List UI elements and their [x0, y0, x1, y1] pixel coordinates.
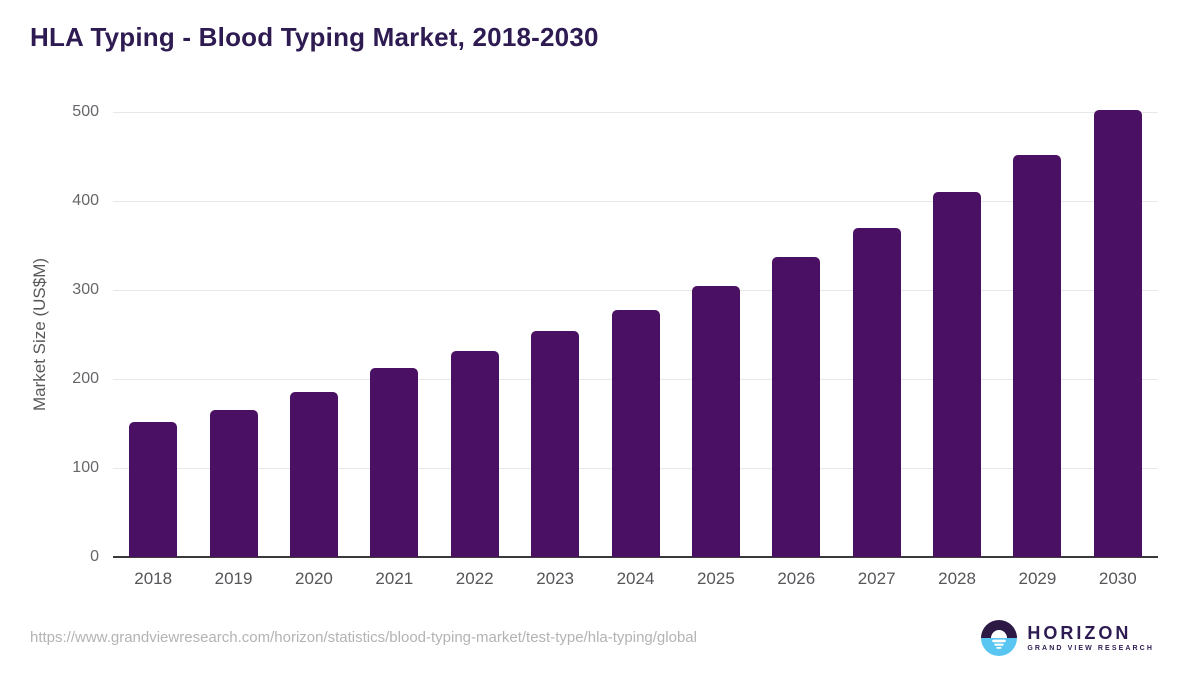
y-tick-label-100: 100 — [72, 459, 99, 476]
bar-2021 — [370, 368, 419, 557]
x-tick-label-2023: 2023 — [536, 569, 575, 588]
horizon-logo-name: HORIZON — [1027, 623, 1132, 644]
bar-2030 — [1093, 110, 1142, 557]
y-tick-label-500: 500 — [72, 103, 99, 120]
horizon-sun-icon — [981, 620, 1018, 656]
bar-2024 — [611, 309, 660, 557]
y-axis-title: Market Size (US$M) — [30, 257, 49, 412]
x-tick-label-2029: 2029 — [1018, 569, 1057, 588]
bar-2022 — [450, 351, 499, 557]
x-tick-label-2021: 2021 — [375, 569, 414, 588]
x-tick-label-2028: 2028 — [938, 569, 976, 588]
x-tick-label-2022: 2022 — [455, 569, 494, 588]
y-tick-label-200: 200 — [72, 370, 99, 387]
x-tick-label-2027: 2027 — [857, 569, 896, 588]
bar-2020 — [289, 392, 338, 557]
horizon-logo-subtitle: GRAND VIEW RESEARCH — [1027, 644, 1154, 652]
bar-2025 — [691, 285, 740, 557]
bar-2027 — [852, 227, 901, 557]
bar-2018 — [129, 421, 178, 557]
gridline-400 — [113, 201, 1158, 202]
bar-2019 — [209, 410, 258, 557]
x-tick-label-2020: 2020 — [295, 569, 333, 588]
y-tick-label-0: 0 — [90, 548, 99, 565]
bar-2028 — [933, 192, 982, 557]
x-tick-label-2019: 2019 — [214, 569, 253, 588]
x-tick-label-2025: 2025 — [696, 569, 735, 588]
x-tick-label-2018: 2018 — [134, 569, 173, 588]
y-tick-label-300: 300 — [72, 281, 99, 298]
gridline-500 — [113, 112, 1158, 113]
bar-2029 — [1013, 154, 1062, 557]
x-tick-label-2030: 2030 — [1098, 569, 1137, 588]
horizon-logo-text: HORIZON GRAND VIEW RESEARCH — [1027, 624, 1154, 652]
x-tick-label-2024: 2024 — [616, 569, 655, 588]
x-tick-label-2026: 2026 — [777, 569, 816, 588]
x-axis-line — [113, 556, 1158, 558]
bar-2023 — [531, 330, 580, 557]
gridline-300 — [113, 290, 1158, 291]
plot-area: 0 100 200 300 400 500 2018 2019 2020 2021 2022 2023… — [72, 103, 1158, 588]
y-tick-label-400: 400 — [72, 192, 99, 209]
horizon-logo: HORIZON GRAND VIEW RESEARCH — [980, 619, 1154, 657]
bar-2026 — [772, 257, 821, 557]
source-url: https://www.grandviewresearch.com/horizo… — [30, 629, 697, 646]
chart-title: HLA Typing - Blood Typing Market, 2018-2… — [30, 22, 599, 52]
